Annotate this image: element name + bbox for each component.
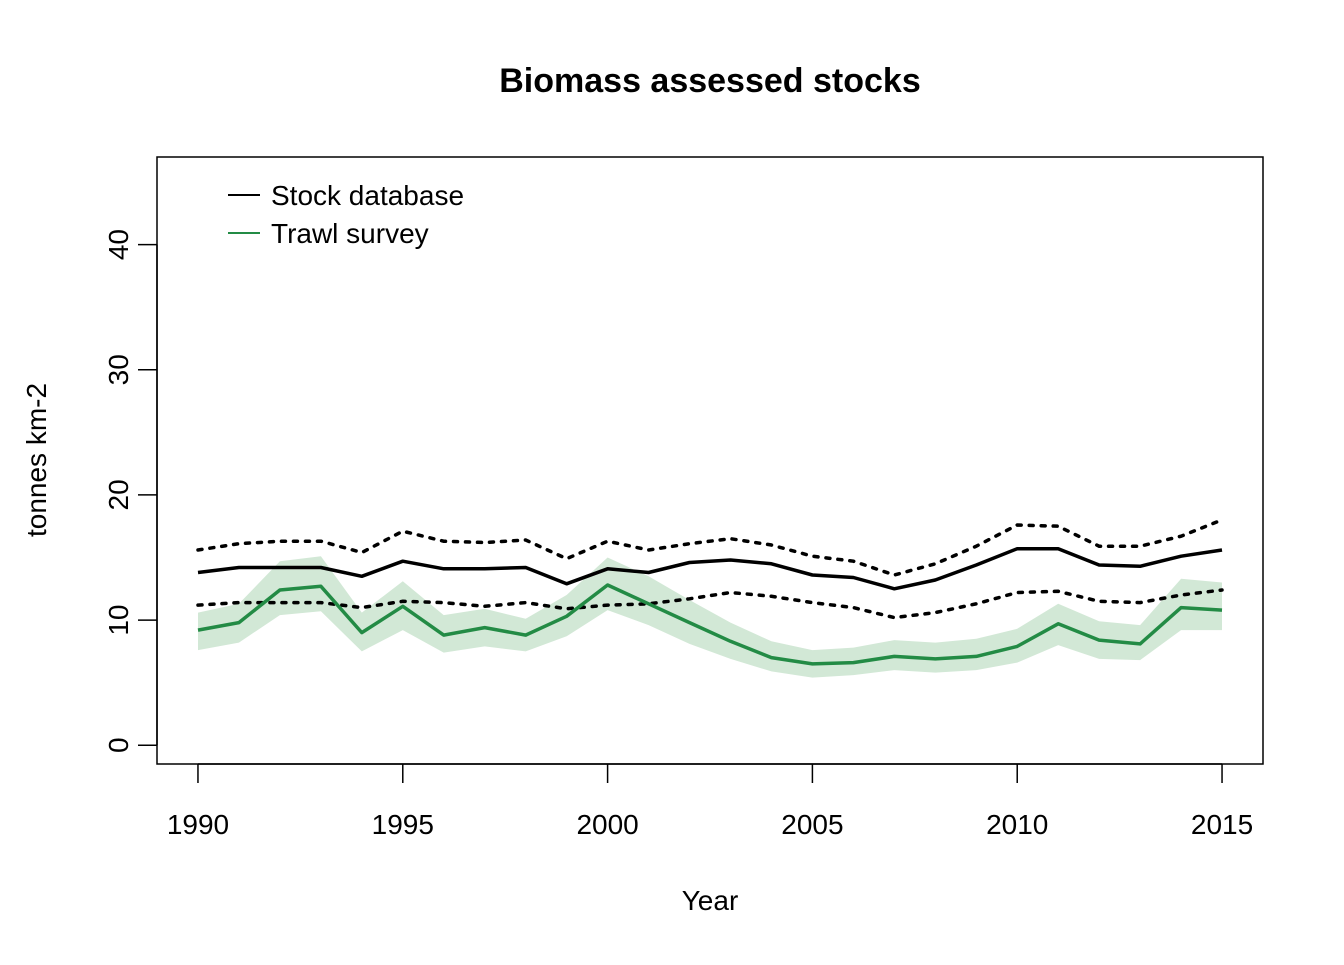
trawl-survey-band — [198, 556, 1222, 678]
stock-database-upper-bound — [196, 518, 1224, 577]
y-tick-label: 20 — [103, 479, 134, 510]
chart-title: Biomass assessed stocks — [499, 62, 920, 100]
x-tick-label: 1995 — [372, 809, 434, 840]
x-tick-label: 1990 — [167, 809, 229, 840]
stock-database-lower-bound — [196, 588, 1224, 620]
x-tick-label: 2015 — [1191, 809, 1253, 840]
stock-database-line — [197, 546, 1223, 591]
x-tick-label: 2000 — [576, 809, 638, 840]
trawl-survey-line — [197, 583, 1223, 666]
legend-label-trawl-survey: Trawl survey — [271, 218, 429, 249]
x-tick-label: 2010 — [986, 809, 1048, 840]
x-tick-label: 2005 — [781, 809, 843, 840]
y-tick-label: 0 — [103, 737, 134, 753]
y-axis-label: tonnes km-2 — [21, 383, 52, 537]
legend-label-stock-database: Stock database — [271, 180, 464, 211]
legend: Stock database Trawl survey — [228, 180, 464, 249]
y-tick-label: 40 — [103, 229, 134, 260]
y-tick-label: 10 — [103, 605, 134, 636]
series-lines — [196, 518, 1224, 666]
y-tick-label: 30 — [103, 354, 134, 385]
x-axis: 1990 1995 2000 2005 2010 2015 — [167, 763, 1253, 840]
confidence-bands — [198, 556, 1222, 678]
x-axis-label: Year — [682, 885, 739, 916]
y-axis: 0 10 20 30 40 — [103, 229, 158, 753]
